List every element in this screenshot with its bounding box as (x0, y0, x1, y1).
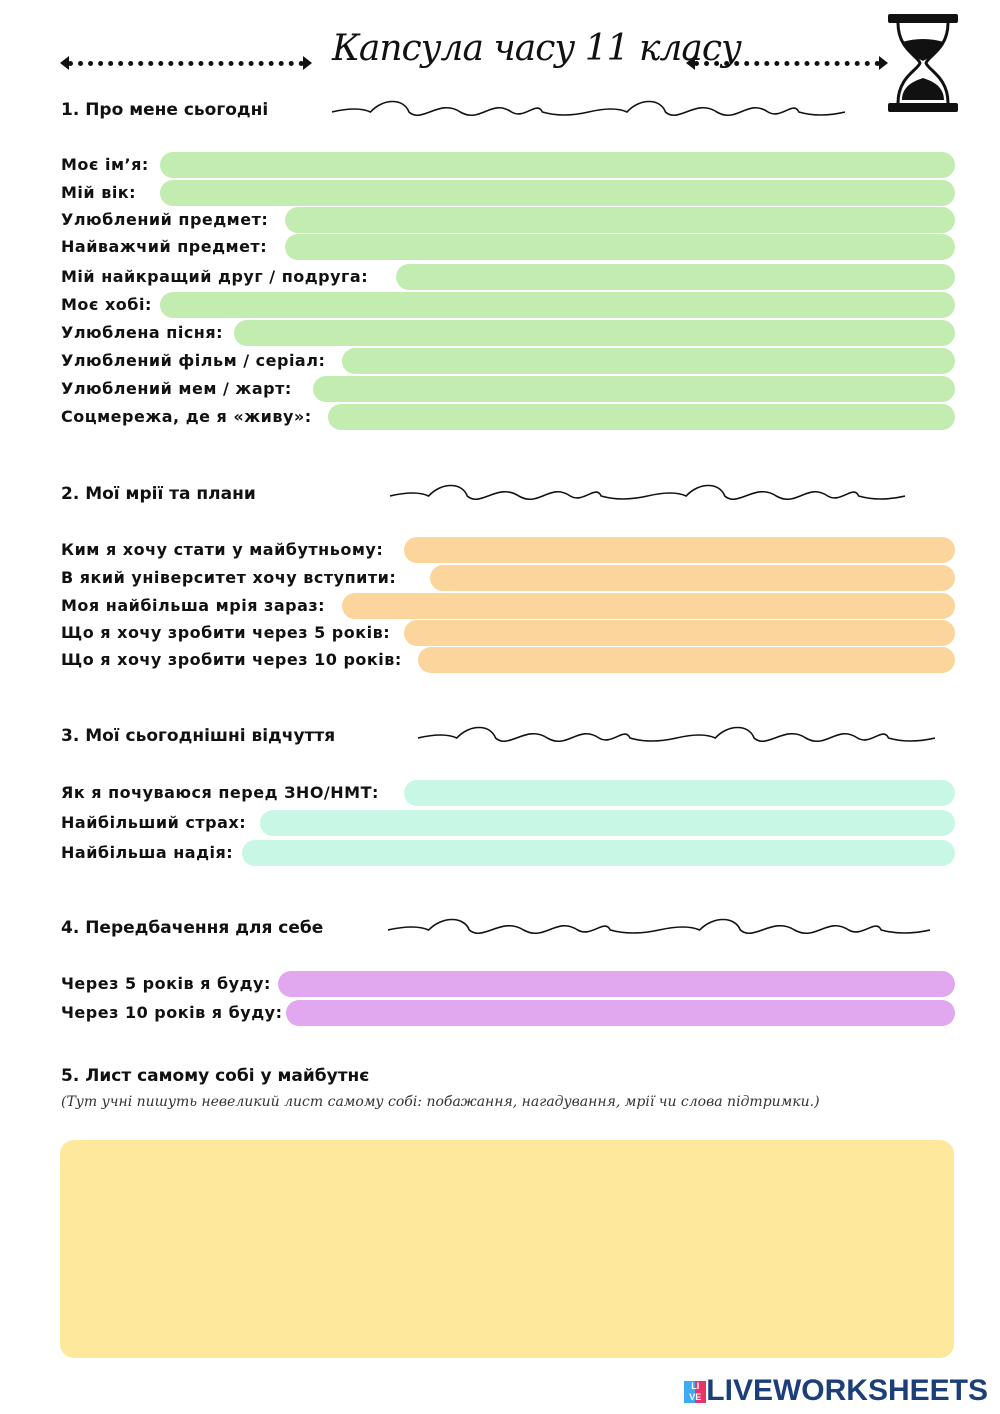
answer-field[interactable] (396, 264, 955, 290)
answer-field[interactable] (404, 620, 955, 646)
dotted-arrow-right (686, 56, 888, 70)
swirl-divider-icon (418, 726, 935, 743)
answer-field[interactable] (285, 207, 955, 233)
field-label: Мій вік: (61, 183, 137, 202)
answer-field[interactable] (342, 593, 955, 619)
page-title: Капсула часу 11 класу (332, 28, 742, 69)
field-label: Моє хобі: (61, 295, 152, 314)
answer-field[interactable] (160, 292, 955, 318)
field-label: Ким я хочу стати у майбутньому: (61, 540, 384, 559)
field-label: Найбільша надія: (61, 843, 234, 862)
field-label: В який університет хочу вступити: (61, 568, 397, 587)
field-label: Як я почуваюся перед ЗНО/НМТ: (61, 783, 379, 802)
field-label: Улюблений мем / жарт: (61, 379, 292, 398)
swirl-divider-icon (390, 484, 905, 501)
answer-field[interactable] (278, 971, 955, 997)
field-label: Мій найкращий друг / подруга: (61, 267, 369, 286)
section-heading: 2. Мої мрії та плани (61, 484, 256, 504)
answer-field[interactable] (342, 348, 955, 374)
answer-field[interactable] (242, 840, 955, 866)
dotted-arrow-left (60, 56, 312, 70)
answer-field[interactable] (418, 647, 955, 673)
answer-field[interactable] (313, 376, 955, 402)
field-label: Що я хочу зробити через 10 років: (61, 650, 402, 669)
field-label: Соцмережа, де я «живу»: (61, 407, 312, 426)
field-label: Улюблена пісня: (61, 323, 224, 342)
answer-field[interactable] (260, 810, 955, 836)
field-label: Найбільший страх: (61, 813, 247, 832)
field-label: Через 10 років я буду: (61, 1003, 283, 1022)
answer-field[interactable] (286, 1000, 955, 1026)
field-label: Улюблений предмет: (61, 210, 269, 229)
field-label: Моє ім’я: (61, 155, 149, 174)
answer-field[interactable] (328, 404, 955, 430)
section-heading: 3. Мої сьогоднішні відчуття (61, 726, 336, 746)
field-label: Улюблений фільм / серіал: (61, 351, 326, 370)
section-heading: 1. Про мене сьогодні (61, 100, 269, 120)
letter-textarea[interactable] (60, 1140, 954, 1358)
answer-field[interactable] (160, 180, 955, 206)
swirl-divider-icon (388, 918, 930, 935)
answer-field[interactable] (160, 152, 955, 178)
answer-field[interactable] (430, 565, 955, 591)
field-label: Через 5 років я буду: (61, 974, 271, 993)
answer-field[interactable] (234, 320, 955, 346)
hourglass-icon (888, 14, 958, 112)
letter-instructions: (Тут учні пишуть невеликий лист самому с… (61, 1094, 820, 1110)
field-label: Що я хочу зробити через 5 років: (61, 623, 391, 642)
answer-field[interactable] (404, 537, 955, 563)
answer-field[interactable] (285, 234, 955, 260)
section-heading: 5. Лист самому собі у майбутнє (61, 1066, 370, 1086)
answer-field[interactable] (404, 780, 955, 806)
field-label: Моя найбільша мрія зараз: (61, 596, 326, 615)
swirl-divider-icon (332, 100, 845, 117)
section-heading: 4. Передбачення для себе (61, 918, 324, 938)
field-label: Найважчий предмет: (61, 237, 268, 256)
liveworksheets-watermark: LI VE LIVEWORKSHEETS (684, 1374, 988, 1408)
